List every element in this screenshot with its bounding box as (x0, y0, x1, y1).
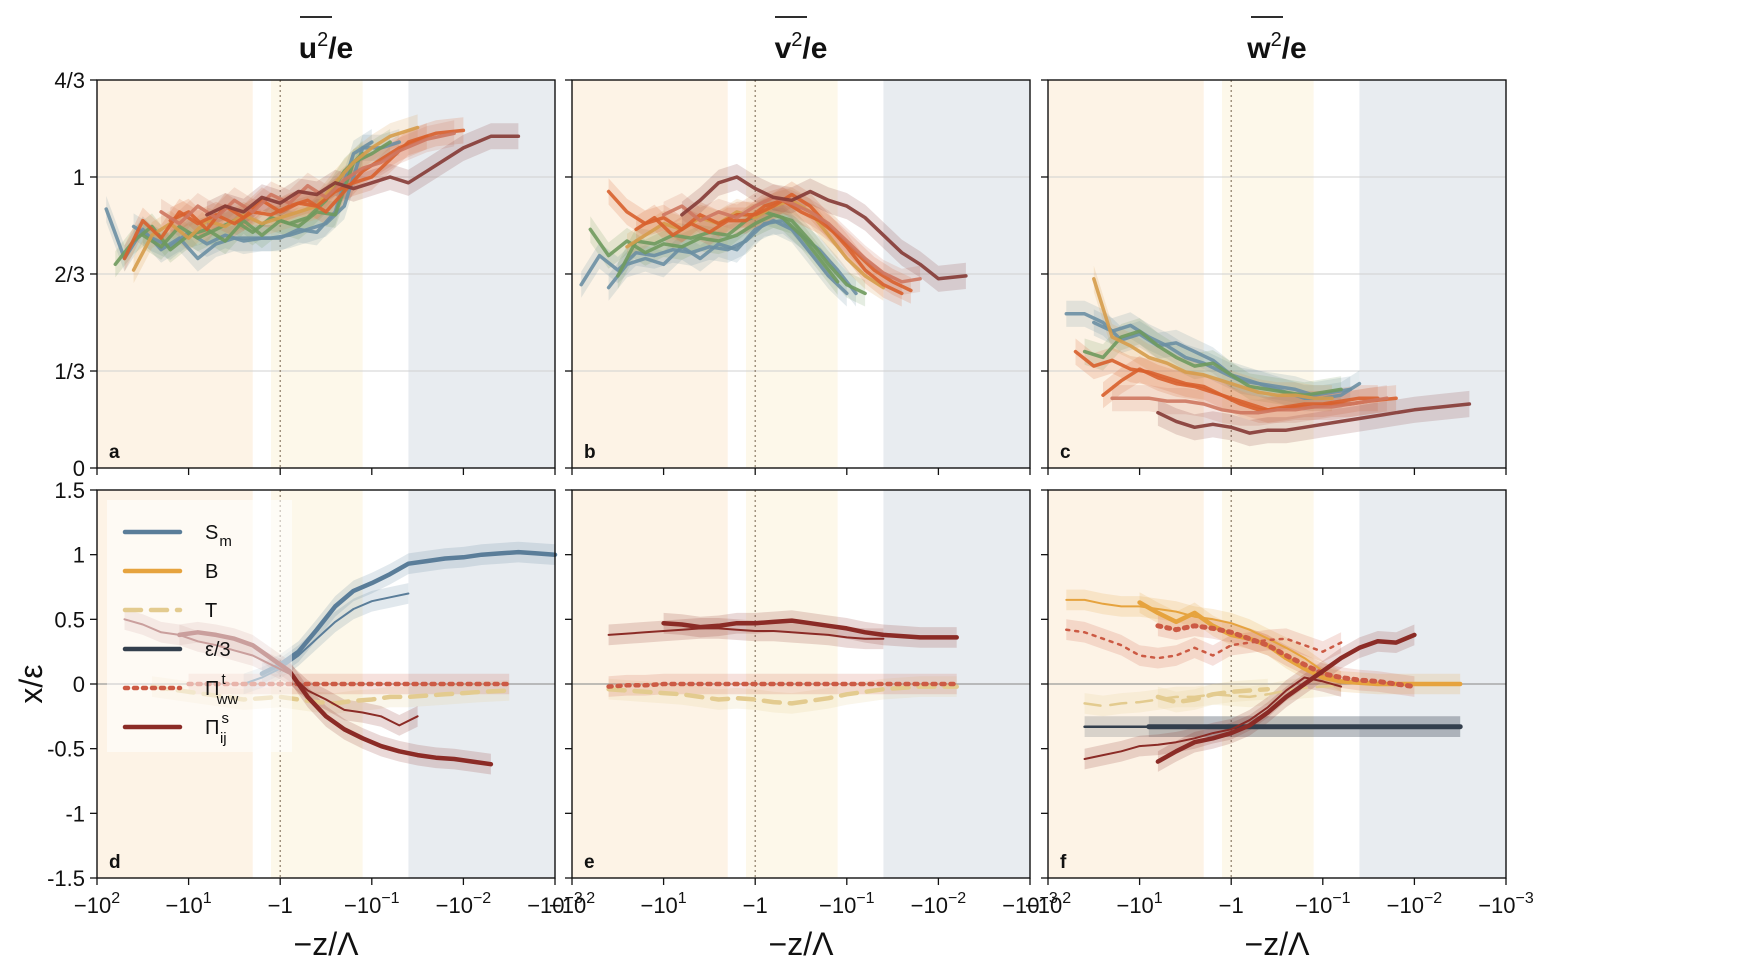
x-tick-label: −10−2 (1387, 890, 1443, 918)
series-band-brown-1 (1157, 390, 1470, 447)
series-band-orange-2 (636, 187, 911, 304)
series-band-B-thin (1066, 589, 1342, 692)
legend-label-Sm: Sm (205, 522, 232, 550)
x-tick-label: −10−1 (819, 890, 875, 918)
series-line-Ps-thick (661, 618, 959, 640)
series-band-blue-1 (581, 207, 856, 307)
series-line-green-2 (616, 210, 840, 284)
y-tick-label: 0 (73, 672, 85, 697)
series-band-Sm-thick (261, 541, 555, 684)
panel-letter-a: a (109, 442, 120, 463)
series-line-orange-2 (634, 198, 913, 293)
legend: Sm BTε/3 Π t wwΠ s ij (107, 500, 292, 752)
panel-a: 0 1/3 2/3 1 4/3 a (54, 68, 556, 481)
series-line-gold-1 (625, 198, 886, 290)
panel-f: −102 −101 −1 −10−1 −10−2 −10−3 f (1025, 489, 1534, 918)
series-line-brown-1 (1156, 402, 1472, 435)
legend-label-B: B (205, 561, 218, 583)
x-tick-label: −10−3 (527, 890, 583, 918)
series-line-brown-1 (680, 175, 968, 281)
series-band-blue-2 (608, 207, 847, 307)
x-tick-label: −102 (549, 890, 595, 918)
series-band-Pt-thin (1066, 619, 1342, 669)
panel-b: b (565, 79, 1031, 475)
series-line-Ps-thick (1155, 632, 1417, 764)
series-band-brown-1 (681, 163, 966, 292)
series-line-T-dashed-thick (1155, 686, 1271, 705)
series-band-orange-1 (124, 123, 427, 272)
series-line-blue-2 (606, 218, 849, 296)
x-tick-label: −102 (74, 890, 120, 918)
x-tick-label: −101 (1116, 890, 1162, 918)
y-tick-label: 1/3 (54, 359, 85, 384)
y-tick-label: -0.5 (47, 737, 85, 762)
panel-letter-e: e (584, 852, 595, 873)
legend-label-eps: ε/3 (205, 639, 231, 661)
series-line-T-dashed (606, 684, 959, 706)
x-tick-label: −10−2 (436, 890, 492, 918)
panel-e: −102 −101 −1 −10−1 −10−2 −10−3 e (549, 489, 1058, 918)
series-line-gold-1 (131, 125, 420, 272)
x-tick-label: −1 (1219, 893, 1244, 918)
panel-c: c (1041, 79, 1507, 475)
x-axis-label: −z/Λ (1245, 926, 1311, 962)
y-tick-label: 1.5 (54, 478, 85, 503)
x-tick-label: −10−3 (1478, 890, 1534, 918)
x-tick-label: −101 (640, 890, 686, 918)
series-band-salmon-1 (663, 184, 921, 295)
legend-label-T: T (205, 600, 217, 622)
series-band-orange-2 (1075, 338, 1397, 423)
legend-background (107, 500, 292, 752)
x-tick-label: −1 (268, 893, 293, 918)
panel-letter-d: d (109, 852, 121, 873)
y-tick-label: 1 (73, 543, 85, 568)
series-line-Pt (606, 681, 959, 689)
panel-letter-c: c (1060, 442, 1071, 463)
x-tick-label: −10−1 (344, 890, 400, 918)
series-line-gold-1 (1092, 277, 1334, 400)
x-tick-label: −10−1 (1295, 890, 1351, 918)
series-line-Pt-thick (1155, 623, 1417, 690)
panel-letter-f: f (1060, 852, 1067, 873)
column-title-0: u2/e (299, 29, 353, 65)
y-tick-label: 0.5 (54, 607, 85, 632)
series-line-salmon-1 (661, 195, 922, 284)
series-line-salmon-1 (159, 131, 456, 226)
series-line-brown-1 (205, 134, 521, 217)
series-band-blue-1 (106, 129, 400, 272)
y-tick-label: 4/3 (54, 68, 85, 93)
column-title-1: v2/e (775, 29, 828, 65)
panel-letter-b: b (584, 442, 596, 463)
y-tick-label: -1 (65, 801, 85, 826)
series-band-blue-2 (1093, 309, 1351, 409)
column-title-2: w2/e (1246, 29, 1307, 65)
series-line-salmon-1 (1110, 396, 1389, 415)
y-axis-label: x/ε (13, 664, 49, 703)
series-band-blue-1 (1066, 300, 1360, 412)
series-band-gold-1 (133, 114, 418, 284)
x-axis-label: −z/Λ (769, 926, 835, 962)
x-tick-label: −102 (1025, 890, 1071, 918)
series-line-Pt-thin (1065, 628, 1343, 660)
y-tick-label: 0 (73, 456, 85, 481)
x-tick-label: −1 (743, 893, 768, 918)
y-tick-label: 1 (73, 165, 85, 190)
series-line-orange-2 (1073, 349, 1398, 412)
series-line-Ps-thin (607, 627, 885, 640)
x-tick-label: −10−3 (1002, 890, 1058, 918)
series-line-green-1 (588, 213, 867, 296)
y-tick-label: 2/3 (54, 262, 85, 287)
series-line-Ps-thin (1083, 676, 1343, 760)
x-axis-label: −z/Λ (294, 926, 360, 962)
y-tick-label: -1.5 (47, 866, 85, 891)
x-tick-label: −101 (165, 890, 211, 918)
x-tick-label: −10−2 (911, 890, 967, 918)
series-line-Sm-thick (259, 549, 558, 676)
